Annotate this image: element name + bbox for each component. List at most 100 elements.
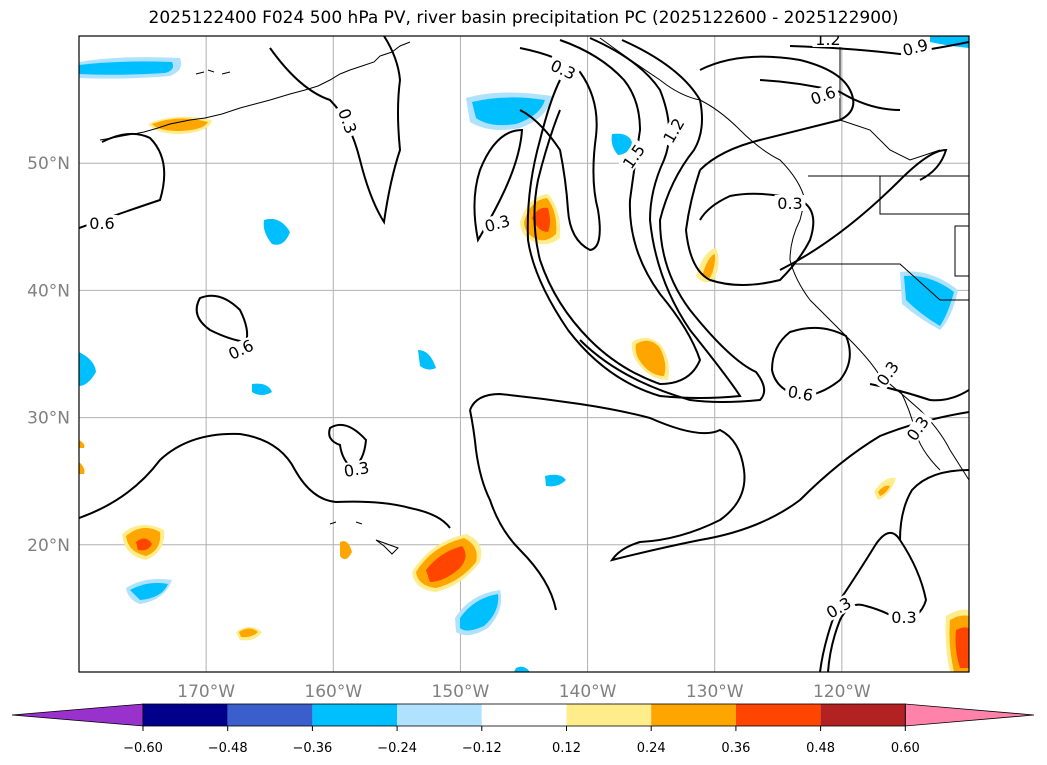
- label-bg: [480, 211, 515, 235]
- pv-contour: [770, 326, 851, 398]
- colorbar-bin: [143, 704, 228, 726]
- pv-contour-value: 0.3: [342, 458, 370, 481]
- pos-patch: [532, 207, 550, 232]
- pv-contour-label: 0.3: [339, 458, 374, 481]
- map-frame: [78, 35, 970, 673]
- pv-contour: [699, 55, 855, 171]
- pos-patch: [878, 485, 890, 496]
- label-bg: [812, 36, 844, 47]
- lon-tick-label: 170°W: [177, 682, 235, 702]
- pos-patch: [152, 118, 208, 131]
- pv-contour: [79, 132, 166, 229]
- pv-contour: [79, 432, 451, 529]
- longitude-labels: 170°W 160°W 150°W 140°W 130°W 120°W: [177, 682, 871, 702]
- label-bg: [774, 195, 806, 211]
- pv-contour: [269, 36, 402, 225]
- colorbar-bin: [820, 704, 906, 726]
- pos-patch: [239, 628, 258, 638]
- label-bg: [618, 138, 649, 174]
- pv-contour-value: 0.3: [891, 608, 916, 627]
- colorbar-bin: [227, 704, 313, 726]
- colorbar-tick-label: 0.36: [721, 741, 750, 756]
- label-bg: [658, 113, 689, 148]
- pv-contour: [473, 128, 524, 243]
- pv-contour: [469, 392, 969, 562]
- neg-patch: [514, 666, 530, 672]
- pv-contour-value: 0.3: [777, 194, 802, 213]
- pv-contour-label: 0.3: [888, 608, 920, 627]
- label-bg: [545, 55, 581, 84]
- lat-tick-label: 50°N: [27, 154, 70, 174]
- pos-patch: [79, 462, 85, 474]
- map-plot-area: [79, 36, 969, 672]
- pv-contour: [869, 383, 969, 402]
- label-bg: [339, 458, 374, 480]
- colorbar-outline: [142, 703, 906, 727]
- neg-patch: [130, 582, 168, 600]
- colorbar-tick-label: −0.60: [123, 741, 163, 756]
- neg-patch: [79, 352, 96, 386]
- pv-contour: [789, 41, 969, 56]
- label-bg: [898, 36, 933, 59]
- neg-patch: [611, 133, 632, 155]
- pv-contour: [469, 409, 557, 611]
- map-title: 2025122400 F024 500 hPa PV, river basin …: [148, 8, 899, 28]
- label-bg: [783, 382, 818, 404]
- colorbar-tick-label: −0.48: [208, 741, 248, 756]
- colorbar-bin: [735, 704, 821, 726]
- colorbar-extend-max: [904, 703, 1035, 727]
- pos-patch: [426, 546, 466, 582]
- neg-patch: [904, 275, 954, 326]
- neg-patch: [263, 218, 290, 245]
- state-borders: [790, 175, 969, 301]
- canada-border: [839, 36, 941, 161]
- pos-patch: [136, 538, 152, 551]
- colorbar-tick-label: −0.12: [462, 741, 502, 756]
- colorbar-tick-label: −0.24: [377, 741, 417, 756]
- lon-tick-label: 130°W: [686, 682, 744, 702]
- pv-contour-label: 1.2: [812, 30, 844, 49]
- neg-patch: [418, 350, 436, 370]
- label-bg: [902, 410, 933, 446]
- pv-contour: [899, 469, 969, 541]
- colorbar-bin: [312, 704, 398, 726]
- lat-tick-label: 20°N: [27, 536, 70, 556]
- colorbar-tick-label: 0.60: [891, 741, 920, 756]
- label-bg: [805, 82, 841, 108]
- latitude-labels: 20°N 30°N 40°N 50°N: [27, 154, 70, 556]
- islands: [195, 69, 231, 75]
- neg-patch: [545, 474, 566, 487]
- lon-tick-label: 140°W: [559, 682, 617, 702]
- label-bg: [821, 592, 856, 623]
- lon-tick-label: 160°W: [304, 682, 362, 702]
- colorbar-bin: [651, 704, 736, 726]
- pv-contour: [579, 39, 766, 403]
- pv-contour-value: 1.2: [815, 30, 840, 49]
- pos-patch: [702, 254, 716, 278]
- neg-patch: [252, 383, 272, 395]
- hawaii: [329, 521, 399, 555]
- pv-contour-label: 0.6: [783, 382, 818, 405]
- colorbar-bin: [481, 704, 567, 726]
- pv-contour: [533, 39, 702, 386]
- aleutian-coast: [99, 41, 411, 141]
- pos-patch: [955, 627, 969, 668]
- label-bg: [335, 103, 361, 139]
- neg-patch: [930, 36, 969, 48]
- colorbar-bin: [566, 704, 652, 726]
- pos-patch: [340, 541, 352, 560]
- neg-patch: [472, 97, 545, 126]
- colorbar-bin: [397, 704, 482, 726]
- lon-tick-label: 150°W: [432, 682, 490, 702]
- lon-tick-label: 120°W: [813, 682, 871, 702]
- pv-contour: [779, 148, 948, 271]
- colorbar-tick-label: −0.36: [292, 741, 332, 756]
- pv-contour-label: 0.3: [774, 194, 806, 213]
- colorbar-tick-label: 0.12: [552, 741, 581, 756]
- pv-contour-label: 0.6: [86, 214, 118, 233]
- pos-patch: [635, 340, 666, 376]
- pv-contour-value: 0.6: [786, 382, 814, 405]
- label-bg: [86, 215, 118, 231]
- lat-tick-label: 40°N: [27, 281, 70, 301]
